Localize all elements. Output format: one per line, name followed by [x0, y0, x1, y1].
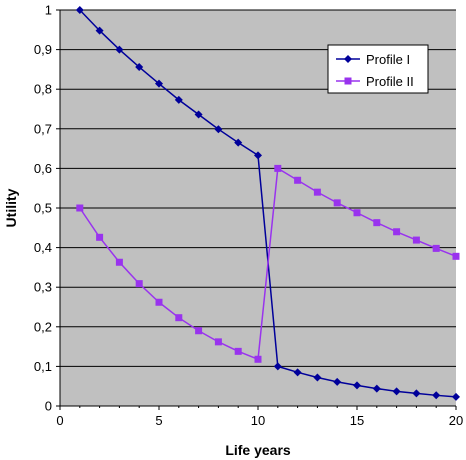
point-1-5 — [175, 314, 183, 322]
point-1-10 — [274, 164, 282, 172]
point-1-16 — [393, 228, 401, 236]
point-0-15 — [372, 384, 381, 393]
point-1-13 — [333, 199, 341, 207]
y-tick-label-0: 0 — [45, 399, 52, 414]
point-0-3 — [135, 63, 144, 72]
x-tick-label-0: 0 — [56, 413, 63, 428]
x-tick-label-3: 15 — [350, 413, 364, 428]
x-axis-title: Life years — [225, 442, 291, 458]
point-1-19 — [452, 252, 460, 260]
point-0-19 — [452, 392, 460, 401]
point-1-7 — [214, 338, 222, 346]
point-1-12 — [313, 188, 321, 196]
point-1-8 — [234, 347, 242, 355]
series-1 — [76, 164, 460, 363]
point-0-14 — [353, 381, 361, 390]
x-tick-label-4: 20 — [449, 413, 463, 428]
point-0-11 — [293, 368, 302, 377]
y-tick-labels: 0 0,1 0,2 0,3 0,4 0,5 0,6 0,7 0,8 0,9 1 — [34, 3, 52, 414]
point-1-11 — [294, 176, 302, 184]
point-0-4 — [155, 79, 163, 88]
point-1-2 — [115, 258, 123, 266]
y-tick-label-5: 0,5 — [34, 201, 52, 216]
point-0-10 — [273, 362, 282, 371]
y-tick-label-3: 0,3 — [34, 280, 52, 295]
gridlines — [60, 9, 456, 367]
point-0-16 — [392, 387, 401, 396]
legend-label-profile-i: Profile I — [366, 52, 410, 67]
point-0-2 — [115, 45, 124, 54]
y-tick-label-6: 0,6 — [34, 161, 52, 176]
point-0-1 — [95, 26, 104, 35]
y-tick-label-9: 0,9 — [34, 42, 52, 57]
point-0-8 — [234, 138, 243, 147]
point-0-6 — [194, 110, 203, 119]
y-tick-label-4: 0,4 — [34, 240, 52, 255]
point-0-9 — [254, 151, 262, 160]
point-1-4 — [155, 298, 163, 306]
legend-marker-profile-i — [344, 55, 352, 63]
y-tick-label-2: 0,2 — [34, 319, 52, 334]
y-tick-label-7: 0,7 — [34, 121, 52, 136]
y-axis-title: Utility — [3, 188, 19, 227]
point-1-14 — [353, 209, 361, 217]
point-1-1 — [96, 233, 104, 241]
point-0-0 — [75, 6, 84, 14]
y-tick-label-8: 0,8 — [34, 82, 52, 97]
point-1-3 — [135, 280, 143, 288]
point-0-5 — [174, 95, 183, 104]
x-tick-labels: 0 5 10 15 20 — [56, 413, 463, 428]
point-1-17 — [412, 236, 420, 244]
point-0-7 — [214, 125, 223, 134]
legend-marker-profile-ii — [344, 77, 352, 85]
legend-label-profile-ii: Profile II — [366, 74, 414, 89]
point-0-18 — [432, 391, 441, 400]
point-1-18 — [432, 244, 440, 252]
y-tick-label-1: 0,1 — [34, 359, 52, 374]
point-0-12 — [313, 373, 322, 382]
point-1-9 — [254, 355, 262, 363]
point-1-0 — [76, 204, 84, 212]
y-tick-label-10: 1 — [45, 3, 52, 18]
x-tick-label-1: 5 — [155, 413, 162, 428]
axes — [56, 9, 457, 410]
legend: Profile I Profile II — [327, 44, 429, 94]
legend-box — [327, 44, 429, 94]
point-1-6 — [195, 327, 203, 335]
point-1-15 — [373, 219, 381, 227]
x-tick-label-2: 10 — [251, 413, 265, 428]
point-0-17 — [412, 389, 421, 398]
series-layer — [75, 6, 460, 401]
point-0-13 — [333, 377, 342, 386]
